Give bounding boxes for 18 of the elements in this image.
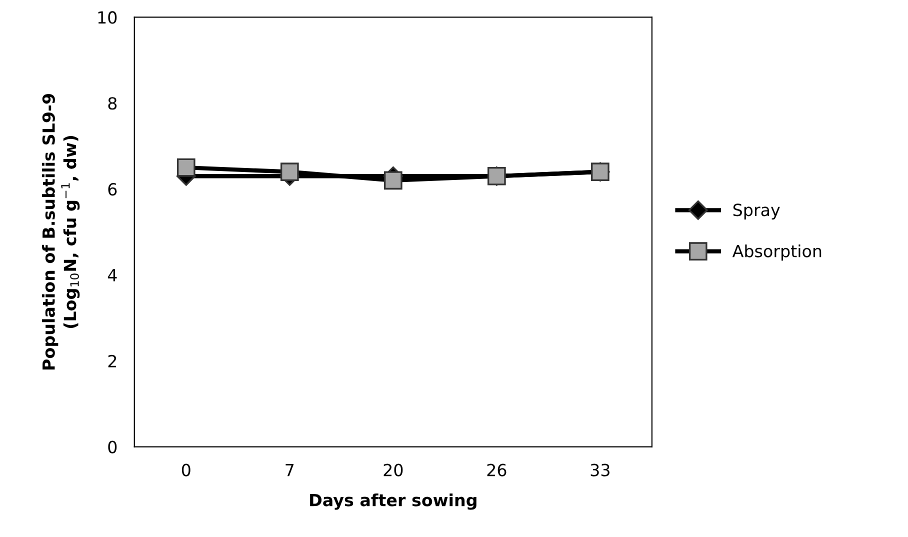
y-tick-label: 4 xyxy=(108,269,117,282)
point xyxy=(280,162,299,182)
point xyxy=(384,171,402,190)
x-tick-label: 20 xyxy=(384,464,403,476)
x-tick-label: 7 xyxy=(286,464,294,476)
x-tick-label: 26 xyxy=(487,464,506,476)
point xyxy=(176,158,196,177)
y-axis-title: Population of B.subtilis SL9-9 (Log$_{10}$N, cfu g$^{−1}$, dw) xyxy=(42,94,80,370)
y-tick-label: 8 xyxy=(108,97,117,110)
y-tick-label: 0 xyxy=(108,440,117,454)
y-tick-label: 10 xyxy=(98,11,117,24)
legend-label: Spray xyxy=(733,204,780,220)
legend-label: Absorption xyxy=(732,244,822,261)
x-tick-label: 33 xyxy=(590,464,610,476)
x-axis-title: Days after sowing xyxy=(310,493,476,510)
y-tick-label: 2 xyxy=(108,354,116,368)
x-tick-label: 0 xyxy=(182,464,190,476)
y-tick-label: 6 xyxy=(108,182,117,196)
